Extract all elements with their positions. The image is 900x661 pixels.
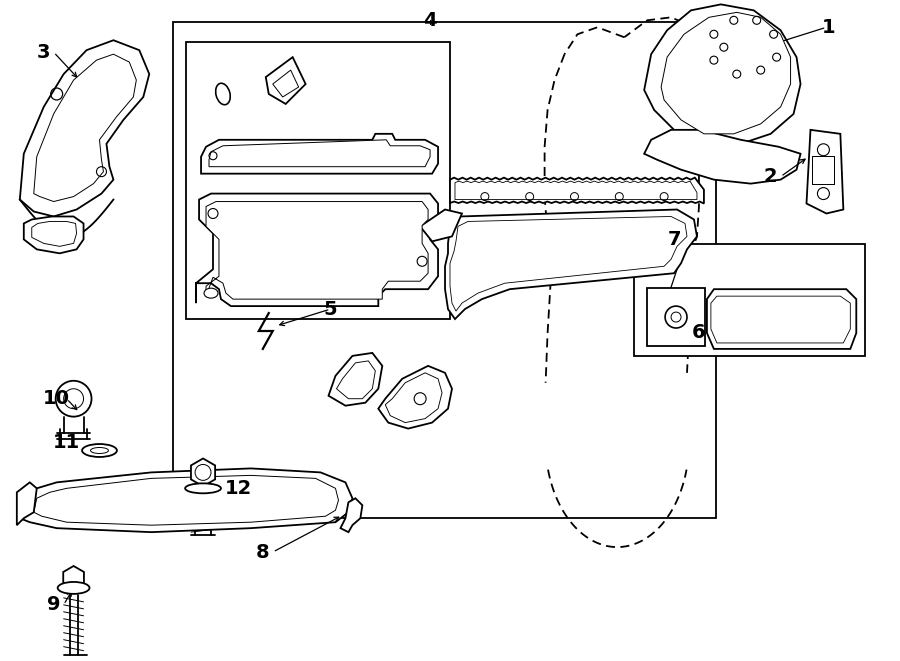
- Polygon shape: [23, 217, 84, 253]
- Polygon shape: [20, 40, 149, 217]
- Bar: [634, 245, 865, 356]
- Polygon shape: [32, 221, 76, 247]
- Bar: [808, 299, 822, 341]
- Bar: [186, 42, 450, 319]
- Text: 5: 5: [324, 299, 338, 319]
- Polygon shape: [711, 296, 850, 343]
- Polygon shape: [191, 459, 215, 486]
- Polygon shape: [209, 140, 430, 167]
- Polygon shape: [34, 54, 136, 202]
- Polygon shape: [196, 194, 438, 306]
- Ellipse shape: [58, 582, 89, 594]
- Ellipse shape: [216, 83, 230, 104]
- Ellipse shape: [185, 483, 221, 493]
- Polygon shape: [273, 70, 299, 97]
- Polygon shape: [706, 289, 856, 349]
- Polygon shape: [644, 5, 800, 144]
- Text: 9: 9: [47, 596, 60, 614]
- Ellipse shape: [204, 288, 218, 298]
- Text: 11: 11: [53, 433, 80, 452]
- Polygon shape: [455, 181, 697, 200]
- Polygon shape: [420, 210, 462, 241]
- Ellipse shape: [665, 306, 687, 328]
- Polygon shape: [17, 483, 37, 525]
- Bar: [813, 156, 834, 184]
- Text: 6: 6: [692, 323, 706, 342]
- Bar: [721, 299, 734, 341]
- Bar: [831, 299, 843, 341]
- Polygon shape: [201, 134, 438, 174]
- Text: 12: 12: [225, 479, 253, 498]
- Bar: [813, 156, 834, 184]
- Bar: [787, 299, 799, 341]
- Text: 10: 10: [43, 389, 70, 408]
- Polygon shape: [806, 130, 843, 214]
- Polygon shape: [328, 353, 382, 406]
- Text: 1: 1: [822, 18, 835, 37]
- Polygon shape: [450, 217, 687, 311]
- Polygon shape: [385, 373, 442, 422]
- Ellipse shape: [671, 312, 681, 322]
- Text: 3: 3: [37, 43, 50, 61]
- Bar: [765, 299, 778, 341]
- Bar: [647, 288, 705, 346]
- Polygon shape: [378, 366, 452, 428]
- Polygon shape: [20, 469, 353, 532]
- Polygon shape: [450, 178, 704, 204]
- Polygon shape: [644, 130, 800, 184]
- Polygon shape: [63, 566, 84, 590]
- Polygon shape: [266, 57, 306, 104]
- Ellipse shape: [82, 444, 117, 457]
- Bar: [742, 299, 756, 341]
- Text: 2: 2: [764, 167, 778, 186]
- Polygon shape: [445, 210, 697, 319]
- Polygon shape: [340, 498, 363, 532]
- Ellipse shape: [91, 447, 108, 453]
- Text: 8: 8: [256, 543, 270, 562]
- Polygon shape: [34, 475, 338, 525]
- Text: 4: 4: [423, 11, 436, 30]
- Polygon shape: [206, 202, 428, 299]
- Polygon shape: [337, 361, 375, 399]
- Polygon shape: [662, 13, 790, 134]
- Bar: [173, 22, 716, 518]
- Text: 7: 7: [667, 230, 680, 249]
